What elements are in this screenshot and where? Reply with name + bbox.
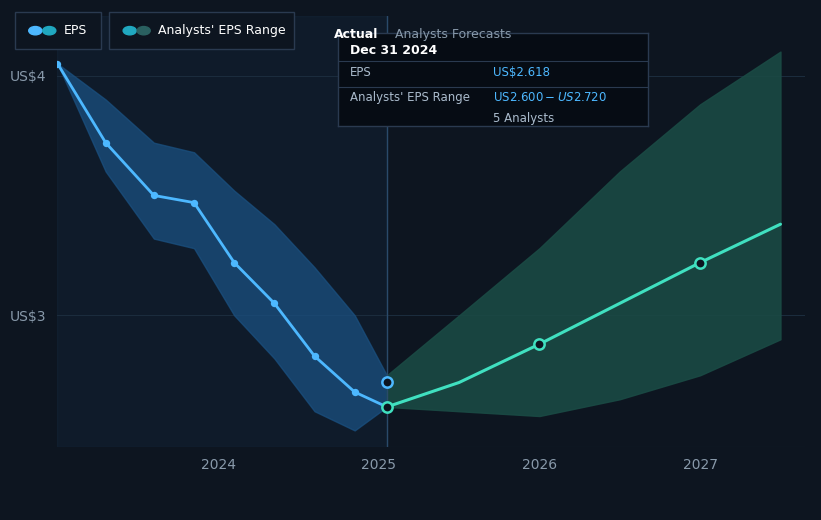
Point [99, 138, 112, 147]
Point [694, 258, 707, 267]
Bar [57, 16, 387, 447]
Point [51, 59, 64, 68]
Text: Analysts' EPS Range: Analysts' EPS Range [158, 24, 286, 37]
Point [380, 403, 393, 411]
Point [380, 379, 393, 387]
Point [268, 299, 281, 307]
Point [533, 340, 546, 348]
Point [227, 258, 241, 267]
Point [147, 191, 160, 200]
Point [308, 352, 321, 360]
Text: Analysts Forecasts: Analysts Forecasts [395, 28, 511, 41]
Text: EPS: EPS [64, 24, 87, 37]
Point [187, 199, 200, 207]
Point [348, 388, 361, 396]
Text: Actual: Actual [334, 28, 378, 41]
